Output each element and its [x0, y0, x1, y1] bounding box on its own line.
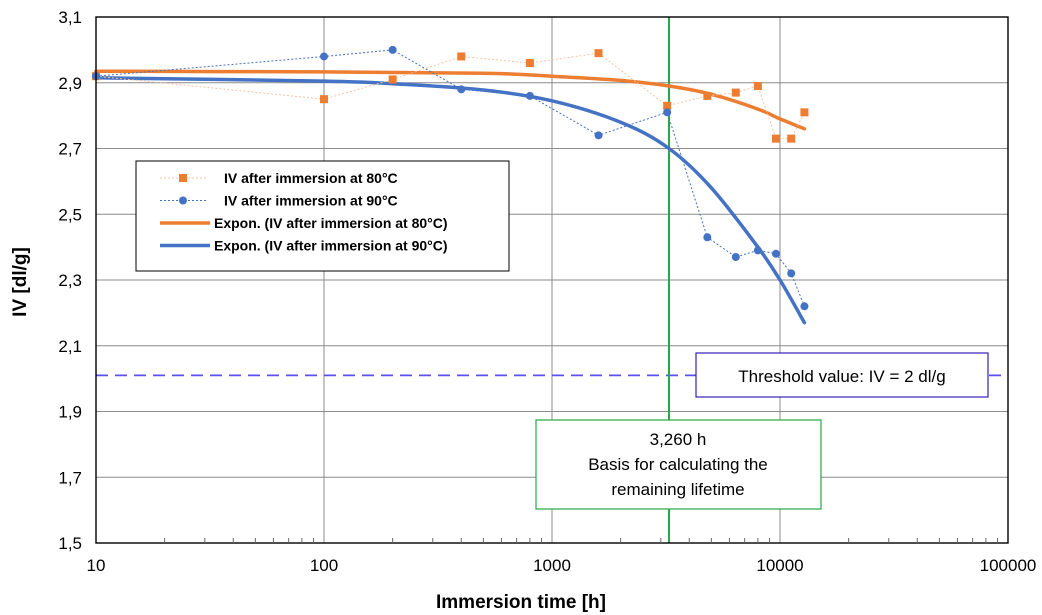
- y-tick-label: 1,9: [58, 403, 82, 422]
- data-point-80c: [457, 52, 466, 61]
- reference-annotation-line-1: 3,260 h: [650, 430, 707, 449]
- data-point-90c: [320, 52, 328, 61]
- data-point-90c: [663, 108, 672, 117]
- data-point-90c: [703, 233, 712, 242]
- data-point-80c: [731, 88, 740, 97]
- y-tick-label: 1,5: [58, 534, 82, 553]
- y-tick-label: 2,9: [58, 74, 82, 93]
- data-point-80c: [771, 134, 780, 143]
- x-tick-label: 100000: [980, 556, 1037, 575]
- data-point-90c: [787, 269, 796, 278]
- data-point-80c: [525, 59, 534, 68]
- legend-marker-square: [179, 174, 187, 182]
- y-tick-label: 2,1: [58, 337, 82, 356]
- y-tick-label: 3,1: [58, 8, 82, 27]
- data-point-90c: [594, 131, 603, 140]
- legend-marker-circle: [179, 196, 187, 205]
- data-point-80c: [800, 108, 809, 117]
- data-point-80c: [594, 49, 603, 58]
- reference-annotation-box: [535, 419, 822, 510]
- threshold-annotation-box: [695, 352, 989, 398]
- y-tick-label: 2,5: [58, 205, 82, 224]
- data-point-80c: [388, 75, 397, 84]
- data-point-90c: [388, 45, 397, 54]
- trendline-expon-iv-after-immersion-at-80-c: [94, 69, 807, 131]
- data-point-90c: [771, 249, 780, 258]
- data-point-80c: [753, 82, 762, 91]
- plot-area-frame: [95, 16, 1009, 544]
- legend-label: Expon. (IV after immersion at 80°C): [214, 215, 448, 231]
- reference-annotation: 3,260 h Basis for calculating the remain…: [535, 419, 822, 510]
- x-tick-label: 10: [87, 556, 106, 575]
- data-point-90c: [753, 246, 762, 255]
- series-group: [92, 45, 809, 325]
- reference-annotation-line-3: remaining lifetime: [611, 480, 744, 499]
- data-point-90c: [457, 85, 466, 94]
- data-point-90c: [525, 91, 534, 100]
- data-point-80c: [703, 91, 712, 100]
- legend-label: Expon. (IV after immersion at 90°C): [214, 238, 448, 254]
- x-tick-label: 10000: [756, 556, 803, 575]
- data-point-90c: [800, 302, 809, 311]
- data-point-90c: [731, 252, 740, 261]
- y-tick-label: 1,7: [58, 468, 82, 487]
- y-tick-label: 2,3: [58, 271, 82, 290]
- reference-annotation-line-2: Basis for calculating the: [588, 455, 768, 474]
- data-point-80c: [320, 95, 328, 104]
- x-tick-label: 100: [310, 556, 338, 575]
- axis-ticks: 1,5 1,7 1,9 2,1 2,3 2,5 2,7 2,9 3,1 10 100 1000 1000…: [58, 8, 1036, 575]
- legend-label: IV after immersion at 80°C: [224, 170, 398, 186]
- threshold-annotation: Threshold value: IV = 2 dl/g: [695, 352, 989, 398]
- data-point-80c: [663, 101, 672, 110]
- legend-label: IV after immersion at 90°C: [224, 193, 398, 209]
- y-tick-label: 2,7: [58, 140, 82, 159]
- x-tick-label: 1000: [533, 556, 571, 575]
- legend: IV after immersion at 80°C IV after immer…: [135, 160, 510, 272]
- legend-box: [135, 160, 510, 272]
- data-point-80c: [787, 134, 796, 143]
- threshold-annotation-text: Threshold value: IV = 2 dl/g: [738, 367, 945, 386]
- y-axis-title: IV [dl/g]: [10, 247, 31, 317]
- x-axis-title: Immersion time [h]: [436, 592, 606, 613]
